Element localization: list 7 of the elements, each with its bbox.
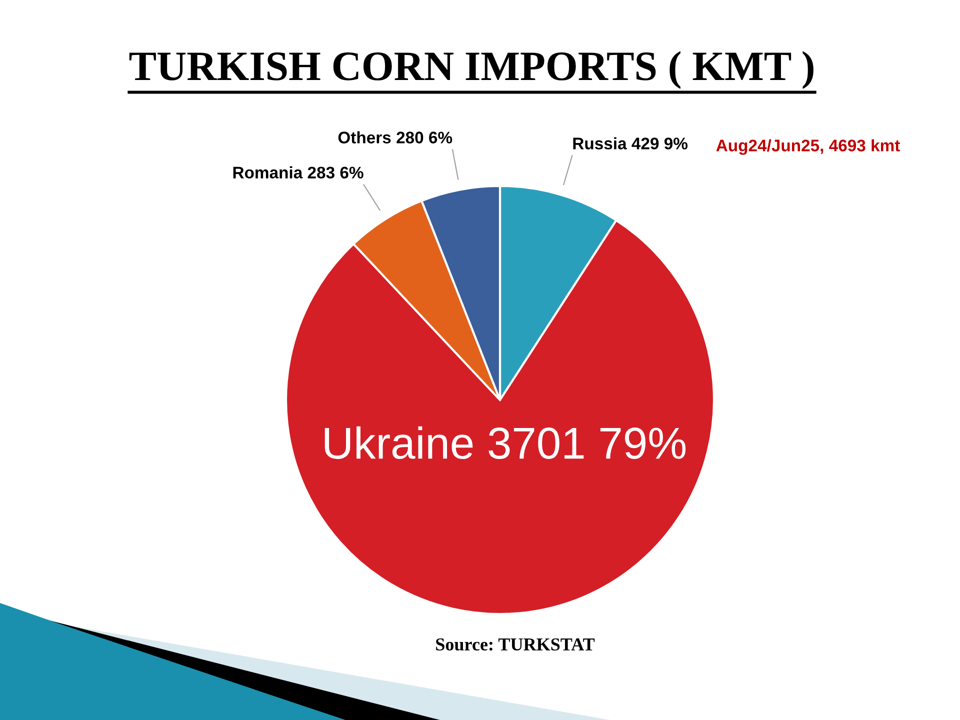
slice-label: Others 280 6%	[338, 131, 452, 144]
chart-title: TURKISH CORN IMPORTS ( KMT )	[129, 51, 814, 89]
source-note: Source: TURKSTAT	[436, 638, 595, 651]
text: Aug24/Jun25, 4693 kmt	[716, 139, 900, 155]
slice-label: Romania 283 6%	[233, 166, 364, 179]
slice-label: Russia 429 9%	[573, 137, 688, 150]
slice-label: Ukraine 3701 79%	[324, 426, 686, 460]
